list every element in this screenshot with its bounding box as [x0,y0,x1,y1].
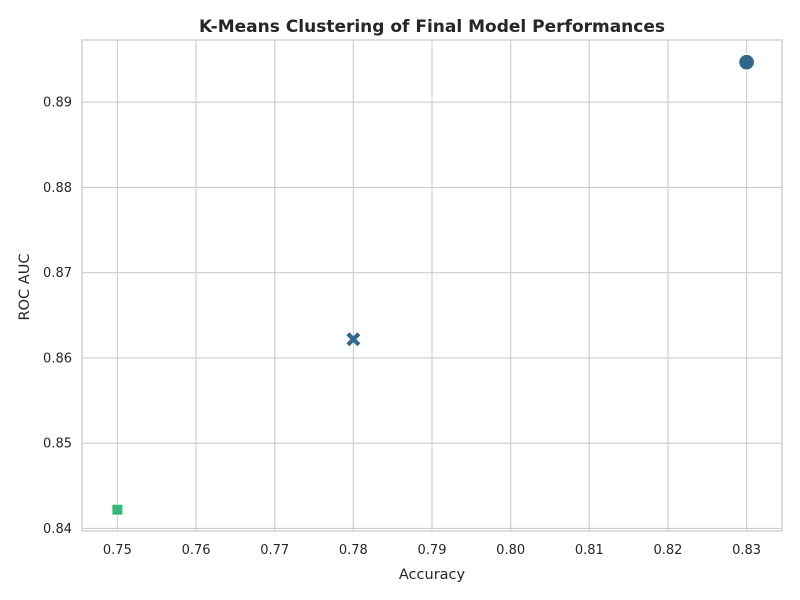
x-tick-label: 0.77 [260,543,289,558]
data-point-square [111,503,124,516]
x-tick-label: 0.76 [182,543,211,558]
x-tick-label: 0.80 [496,543,525,558]
y-tick-label: 0.88 [43,181,72,196]
y-tick-label: 0.87 [43,266,72,281]
y-tick-label: 0.84 [43,522,72,537]
x-tick-label: 0.81 [575,543,604,558]
data-point-circle [737,53,756,71]
y-tick-label: 0.85 [43,437,72,452]
point-layer [111,53,756,516]
y-tick-label: 0.86 [43,351,72,366]
y-tick-label: 0.89 [43,96,72,111]
x-tick-label: 0.79 [418,543,447,558]
chart-title: K-Means Clustering of Final Model Perfor… [199,17,665,37]
grid-layer [82,40,782,531]
x-axis-label: Accuracy [399,567,466,583]
data-point-x [346,332,361,347]
x-tick-label: 0.83 [732,543,761,558]
x-tick-label: 0.75 [103,543,132,558]
y-axis-label: ROC AUC [17,254,33,321]
x-tick-label: 0.82 [653,543,682,558]
plot-frame [81,39,783,532]
tick-layer: 0.75 0.76 0.77 0.78 0.79 0.80 0.81 0.82 0.83 0.84… [43,96,761,558]
x-tick-label: 0.78 [339,543,368,558]
